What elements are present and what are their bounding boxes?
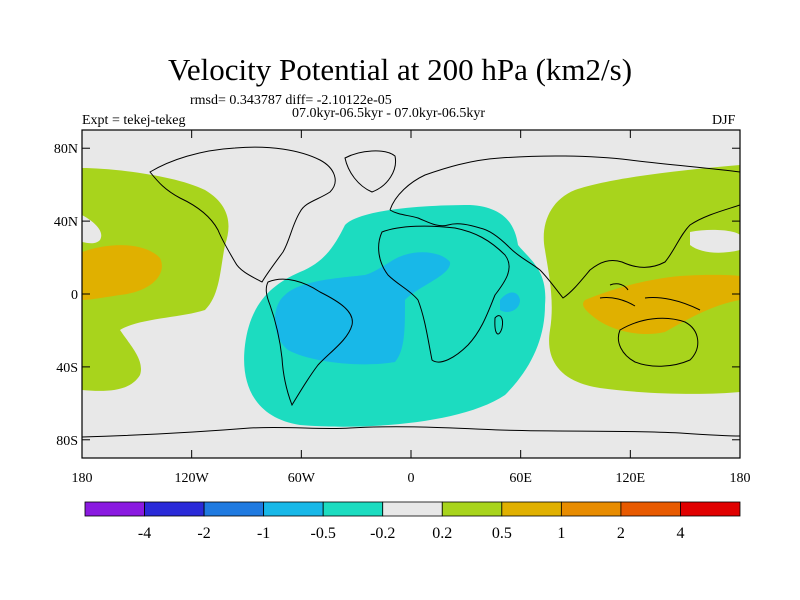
colorbar-label: -2: [197, 525, 210, 542]
lon-tick-label: 180: [72, 471, 93, 486]
contour-negative-inner: [274, 252, 451, 365]
coast-north-america: [149, 146, 336, 283]
colorbar-label: 2: [617, 525, 625, 542]
colorbar-swatch: [620, 501, 681, 517]
coast-maritime-continent: [599, 283, 701, 311]
colorbar-swatch: [382, 501, 443, 517]
colorbar-swatch: [263, 501, 324, 517]
coast-antarctica: [82, 426, 740, 438]
season-label: DJF: [712, 113, 736, 128]
colorbar-swatch: [84, 501, 145, 517]
contour-east-notch: [690, 229, 740, 253]
longitude-axis: 180 120W 60W 0 60E 120E 180: [72, 130, 751, 486]
contour-positive-east-strong: [583, 274, 740, 335]
colorbar-label: -1: [257, 525, 270, 542]
colorbar: -4 -2 -1 -0.5 -0.2 0.2 0.5 1 2 4: [84, 501, 741, 542]
colorbar-label: 0.5: [492, 525, 512, 542]
rmsd-stats: rmsd= 0.343787 diff= -2.10122e-05: [190, 93, 392, 108]
contour-negative-west-notch: [82, 215, 102, 244]
lon-tick-label: 60W: [288, 471, 316, 486]
colorbar-swatch: [203, 501, 265, 517]
coast-africa: [378, 225, 510, 363]
coast-madagascar: [494, 315, 503, 335]
experiment-label: Expt = tekej-tekeg: [82, 113, 186, 128]
period-label: 07.0kyr-06.5kyr - 07.0kyr-06.5kyr: [292, 106, 486, 121]
latitude-axis: 80N 40N 0 40S 80S: [54, 142, 740, 449]
colorbar-label: 0.2: [432, 525, 452, 542]
lon-tick-label: 0: [408, 471, 415, 486]
lat-tick-label: 0: [71, 288, 78, 303]
lat-tick-label: 40N: [54, 215, 78, 230]
coast-australia: [617, 317, 699, 367]
coastlines: [82, 146, 740, 438]
lat-tick-label: 80S: [56, 434, 78, 449]
colorbar-swatch: [144, 501, 205, 517]
colorbar-label: 1: [557, 525, 565, 542]
colorbar-label: -0.5: [311, 525, 336, 542]
colorbar-swatch: [680, 501, 741, 517]
coast-south-america: [265, 278, 353, 407]
colorbar-swatch: [560, 501, 622, 517]
lat-tick-label: 40S: [56, 361, 78, 376]
lon-tick-label: 120E: [616, 471, 646, 486]
lon-tick-label: 120W: [175, 471, 210, 486]
contour-negative-spot: [500, 292, 520, 312]
colorbar-label: -0.2: [370, 525, 395, 542]
contour-positive-east: [543, 165, 740, 394]
colorbar-swatch: [501, 501, 562, 517]
colorbar-label: 4: [676, 525, 684, 542]
page-title: Velocity Potential at 200 hPa (km2/s): [167, 52, 633, 87]
colorbar-swatch: [441, 501, 503, 517]
coast-eurasia: [389, 155, 740, 299]
coast-greenland: [344, 150, 397, 193]
colorbar-label: -4: [138, 525, 151, 542]
contour-positive-west-strong: [82, 245, 162, 300]
lon-tick-label: 60E: [509, 471, 532, 486]
lat-tick-label: 80N: [54, 142, 78, 157]
colorbar-swatch: [322, 501, 384, 517]
lon-tick-label: 180: [730, 471, 751, 486]
contour-field: [82, 165, 740, 427]
